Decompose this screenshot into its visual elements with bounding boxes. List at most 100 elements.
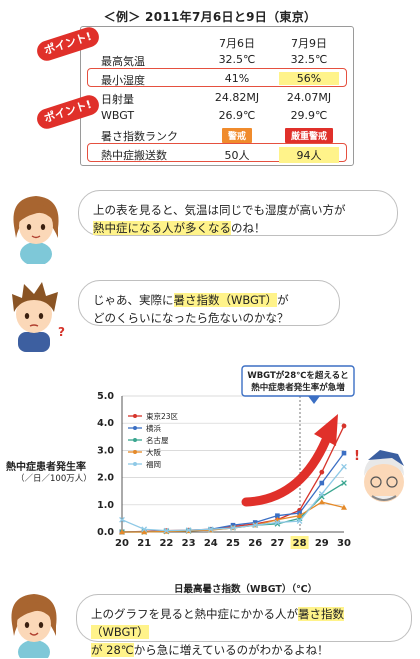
data-point: [341, 480, 347, 486]
x-tick-label: 21: [137, 538, 151, 549]
y-axis-label: 熱中症患者発生率: [6, 462, 86, 473]
svg-text:!: !: [354, 449, 360, 464]
row-value: 32.5℃: [218, 53, 256, 66]
x-tick-label: 20: [115, 538, 129, 549]
y-tick-label: 3.0: [97, 445, 114, 456]
legend-marker: [133, 462, 137, 466]
table-title: ＜例＞ 2011年7月6日と9日（東京）: [103, 10, 317, 24]
trend-arrow-shaft: [241, 435, 331, 507]
y-tick-label: 1.0: [97, 500, 114, 511]
table-header-row: 7月6日 7月9日: [81, 33, 353, 51]
annotation-line1: WBGTが28℃を超えると: [247, 370, 348, 381]
y-tick-label: 0.0: [97, 527, 114, 538]
data-point: [141, 529, 148, 535]
col1-header: 7月6日: [219, 37, 255, 50]
girl-character-icon: [11, 594, 57, 658]
y-tick-label: 2.0: [97, 473, 114, 484]
annotation-box: [241, 365, 355, 397]
table-row: 暑さ指数ランク 警戒 厳重警戒: [81, 126, 353, 144]
row-label: 熱中症搬送数: [101, 149, 167, 162]
data-point: [207, 526, 214, 533]
bubble-text: 上のグラフを見ると熱中症にかかる人が: [91, 607, 298, 621]
legend-label: 横浜: [146, 423, 161, 433]
legend-label: 福岡: [146, 460, 161, 469]
data-point: [119, 529, 125, 535]
bubble-highlight: が 28℃: [91, 643, 134, 657]
x-tick-label: 28: [293, 538, 307, 549]
data-point: [163, 527, 170, 534]
bubble-text: 上の表を見ると、気温は同じでも湿度が高い方が: [93, 203, 346, 217]
x-tick-label: 22: [159, 538, 173, 549]
row-value: 24.82MJ: [214, 91, 260, 104]
rank-badge-warn: 警戒: [221, 128, 252, 143]
x-axis-label: 日最高暑さ指数（WBGT）（℃）: [174, 584, 318, 595]
legend-marker: [133, 414, 137, 418]
row-label: 最小湿度: [101, 74, 145, 87]
x-tick-label: 29: [315, 538, 329, 549]
table-row: 最小湿度 41% 56%: [81, 70, 353, 88]
data-point: [296, 518, 303, 524]
x-tick-label: 26: [248, 538, 262, 549]
row-label: 最高気温: [101, 55, 145, 68]
bubble-highlight: 暑さ指数（WBGT）: [173, 293, 278, 307]
y-tick-label: 5.0: [97, 391, 114, 402]
table-row: 熱中症搬送数 50人 94人: [81, 145, 353, 163]
bubble-text: どのくらいになったら危ないのかな？: [93, 311, 289, 325]
row-value: 29.9℃: [290, 109, 328, 122]
bubble-highlight: 熱中症になる人が多くなる: [93, 221, 231, 235]
row-value: 24.07MJ: [286, 91, 332, 104]
data-point: [318, 491, 325, 497]
data-point: [185, 527, 192, 533]
legend-label: 名古屋: [146, 435, 169, 445]
data-point: [341, 463, 347, 470]
data-point: [341, 450, 347, 456]
y-tick-label: 4.0: [97, 418, 114, 429]
data-point: [341, 504, 347, 510]
data-point: [252, 522, 259, 529]
row-value: 50人: [224, 149, 250, 162]
weather-table: 7月6日 7月9日 最高気温 32.5℃ 32.5℃ 最小湿度 41% 56% …: [80, 26, 354, 166]
x-tick-label: 30: [337, 538, 351, 549]
data-point: [319, 469, 325, 475]
bubble-text: が: [277, 293, 289, 307]
y-axis-unit: （／日／100万人）: [16, 474, 92, 484]
data-point: [141, 526, 148, 533]
row-value: 26.9℃: [218, 109, 256, 122]
data-point: [318, 499, 325, 505]
highlight-frame: [87, 68, 347, 87]
data-point: [319, 480, 325, 486]
highlight-frame: [87, 143, 347, 162]
row-value-highlight: 56%: [279, 72, 339, 85]
legend-label: 東京23区: [146, 411, 179, 421]
row-value: 32.5℃: [290, 53, 328, 66]
x-tick-label: 27: [270, 538, 284, 549]
table-row: 日射量 24.82MJ 24.07MJ: [81, 89, 353, 107]
legend-marker: [133, 426, 137, 430]
annotation-line2: 熱中症患者発生率が急増: [251, 382, 345, 393]
bubble-text: から急に増えているのがわかるよね！: [133, 643, 329, 657]
row-label: 暑さ指数ランク: [101, 130, 178, 143]
x-tick-highlight: [290, 536, 309, 549]
legend-marker: [133, 438, 137, 442]
boy-character-icon: ?: [12, 282, 65, 352]
elderly-character-icon: !: [354, 449, 404, 502]
line-chart: 0.0 1.0 2.0 3.0 4.0 5.0 20 21 22 23 24 25 26 27 28 29 30…: [97, 365, 355, 549]
speech-bubble-3: 上のグラフを見ると熱中症にかかる人が暑さ指数（WBGT） が 28℃から急に増え…: [76, 594, 412, 657]
data-point: [275, 513, 280, 518]
speech-bubble-2: じゃあ、実際に暑さ指数（WBGT）が どのくらいになったら危ないのかな？: [78, 280, 340, 326]
row-value: 41%: [224, 72, 250, 85]
data-point: [341, 423, 347, 429]
table-row: 最高気温 32.5℃ 32.5℃: [81, 51, 353, 69]
bubble-text: じゃあ、実際に: [93, 293, 174, 307]
trend-arrow-head: [314, 414, 338, 446]
data-point: [274, 519, 281, 526]
x-tick-label: 25: [226, 538, 240, 549]
speech-bubble-1: 上の表を見ると、気温は同じでも湿度が高い方が 熱中症になる人が多くなるのね！: [78, 190, 398, 236]
col2-header: 7月9日: [291, 37, 327, 50]
legend-marker: [133, 450, 137, 454]
girl-character-icon: [13, 196, 59, 264]
data-point: [230, 525, 236, 531]
svg-text:?: ?: [58, 325, 65, 339]
x-tick-label: 23: [182, 538, 196, 549]
row-value-highlight: 94人: [279, 147, 339, 163]
